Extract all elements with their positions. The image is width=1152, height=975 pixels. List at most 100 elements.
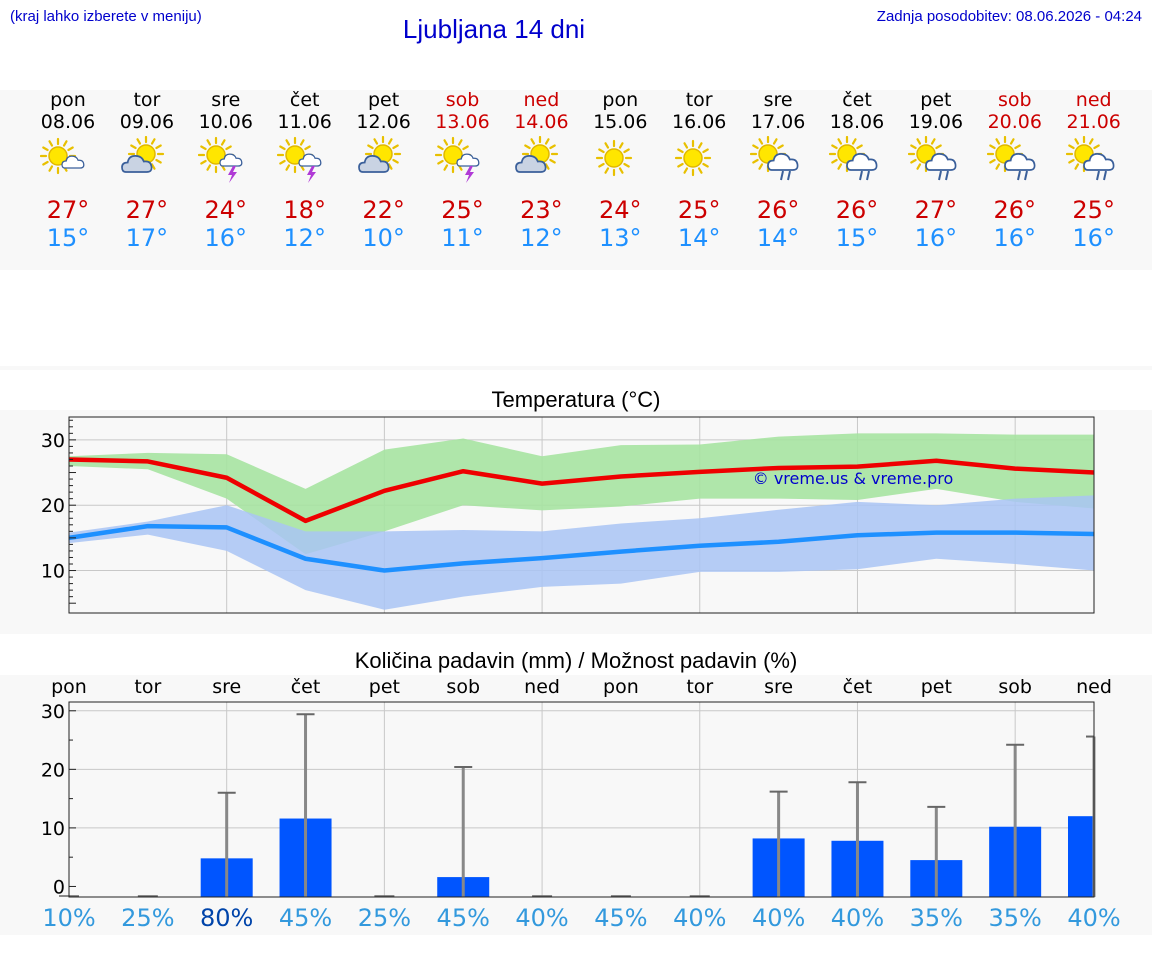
separator-band [0,366,1152,370]
forecast-day: pet 19.06 27° 16° [896,89,976,252]
max-temperature: 26° [756,196,800,224]
plot-frame [68,416,1095,614]
cloud-sun-icon [121,136,164,173]
min-temperature: 17° [125,224,169,252]
min-temperature: 16° [204,224,248,252]
y-tick-label: 30 [41,430,65,452]
max-temperature-band [69,433,1094,555]
sun-thunder-icon [276,136,322,183]
precipitation-probability: 40% [673,904,726,932]
max-temperature: 26° [835,196,879,224]
cloud-sun-icon [515,136,559,173]
day-date: 18.06 [829,111,885,133]
precipitation-probability: 25% [121,904,174,932]
min-temperature: 16° [914,224,958,252]
category-label: pet [369,676,400,698]
forecast-day: sob 20.06 26° 16° [975,89,1055,252]
min-temperature: 10° [362,224,405,252]
y-tick-label: 0 [53,876,65,898]
day-name: sre [763,89,793,111]
precipitation-probability: 10% [42,904,95,932]
day-date: 11.06 [277,111,332,133]
day-date: 12.06 [356,111,411,133]
location-hint-link[interactable]: (kraj lahko izberete v meniju) [10,8,202,25]
sun-rain-icon [986,136,1036,181]
forecast-day: tor 09.06 27° 17° [107,89,187,252]
day-date: 19.06 [908,111,964,133]
category-label: sob [446,676,480,698]
category-label: pon [603,676,639,698]
forecast-day: čet 18.06 26° 15° [817,89,897,252]
category-label: sre [212,676,241,698]
category-label: čet [843,676,873,698]
y-tick-label: 10 [41,818,65,840]
forecast-day: pon 15.06 24° 13° [580,89,660,252]
precipitation-probability: 25% [358,904,411,932]
precipitation-probability: 45% [279,904,332,932]
max-temperature: 25° [1072,196,1115,224]
day-date: 15.06 [593,111,648,133]
cloud-sun-icon [357,136,401,173]
category-label: tor [686,676,713,698]
day-date: 16.06 [671,111,727,133]
max-temperature: 27° [46,196,90,224]
forecast-strip: pon 08.06 27° 15° tor 09.06 27° 17° sre 10.06 24° 1… [0,89,1152,270]
category-label: ned [524,676,560,698]
day-date: 09.06 [119,111,175,133]
sun-rain-icon [829,136,878,181]
max-temperature: 25° [677,196,721,224]
y-tick-label: 30 [41,701,65,723]
min-temperature: 14° [677,224,721,252]
max-temperature: 25° [441,196,484,224]
forecast-day: ned 21.06 25° 16° [1054,89,1134,252]
category-label: čet [291,676,321,698]
temperature-chart: 10 20 30 © vreme.us & vreme.pro [41,416,1095,614]
category-label: sre [764,676,793,698]
precipitation-probability: 80% [200,904,253,932]
precipitation-probability: 45% [594,904,647,932]
precipitation-probability: 40% [752,904,805,932]
page-title: Ljubljana 14 dni [402,14,586,44]
max-temperature: 27° [914,196,958,224]
day-name: sre [211,89,241,111]
precipitation-probability: 40% [831,904,884,932]
day-name: pet [920,89,952,111]
min-temperature: 12° [283,224,326,252]
sun-icon [596,139,633,177]
min-temperature: 14° [756,224,800,252]
min-temperature: 16° [993,224,1037,252]
category-label: pet [921,676,952,698]
y-tick-label: 20 [41,495,65,517]
precipitation-chart: 0 10 20 30 pon tor sre čet pet sob ned pon tor sre čet… [41,676,1121,932]
max-temperature: 22° [362,196,405,224]
day-date: 08.06 [40,111,96,133]
day-name: tor [133,89,161,111]
forecast-day: pet 12.06 22° 10° [344,89,424,252]
forecast-day: ned 14.06 23° 12° [501,89,581,252]
last-update-label: Zadnja posodobitev: 08.06.2026 - 04:24 [876,8,1142,25]
y-tick-label: 20 [41,759,65,781]
forecast-day: pon 08.06 27° 15° [28,89,108,252]
precipitation-bar [1068,816,1094,897]
day-name: pon [602,89,639,111]
min-temperature: 13° [599,224,642,252]
forecast-day: sre 10.06 24° 16° [186,89,266,252]
day-date: 14.06 [514,111,569,133]
min-temperature: 16° [1072,224,1115,252]
sun-rain-icon [750,136,799,181]
day-name: tor [685,89,713,111]
day-name: čet [842,89,872,111]
min-temperature-line [68,523,1095,573]
day-date: 13.06 [435,111,490,133]
category-label: sob [998,676,1032,698]
max-temperature: 18° [283,196,326,224]
category-label: ned [1076,676,1112,698]
category-label: tor [134,676,161,698]
sun-cloud-icon [40,137,85,175]
precipitation-probability: 40% [1067,904,1120,932]
precipitation-probability: 35% [910,904,963,932]
day-name: ned [1075,89,1112,111]
day-name: sob [998,89,1032,111]
max-temperature: 24° [204,196,248,224]
day-name: pet [367,89,400,111]
